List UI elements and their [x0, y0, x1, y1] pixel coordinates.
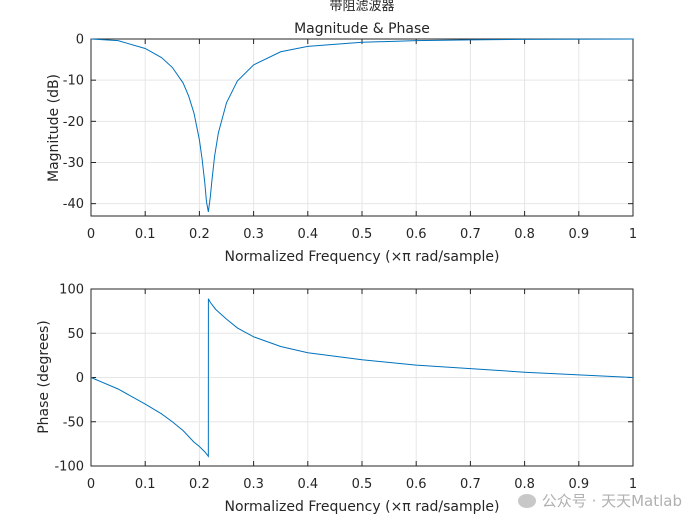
phase-plot: 0 0.1 0.2 0.3 0.4 0.5 0.6 0.7 0.8 0.9 1 -100 -50 0 50… — [36, 283, 637, 516]
phase-y-axis-label: Phase (degrees) — [36, 320, 52, 434]
magnitude-x-tick-label: 0.5 — [352, 227, 373, 242]
phase-y-tick-label: -100 — [54, 460, 84, 475]
phase-x-tick-label: 0.9 — [568, 477, 589, 492]
phase-y-tick-label: -50 — [63, 415, 84, 430]
phase-x-axis-label: Normalized Frequency (×π rad/sample) — [225, 499, 500, 515]
magnitude-plot-title: Magnitude & Phase — [294, 21, 430, 37]
phase-x-tick-label: 1 — [629, 477, 637, 492]
magnitude-x-ticks: 0 0.1 0.2 0.3 0.4 0.5 0.6 0.7 0.8 0.9 1 — [87, 39, 637, 242]
phase-grid — [90, 288, 634, 467]
phase-x-tick-label: 0.3 — [243, 477, 264, 492]
magnitude-y-tick-label: -40 — [63, 197, 84, 212]
magnitude-y-axis-label: Magnitude (dB) — [46, 74, 62, 182]
phase-x-ticks: 0 0.1 0.2 0.3 0.4 0.5 0.6 0.7 0.8 0.9 1 — [87, 289, 637, 492]
phase-x-tick-label: 0.5 — [352, 477, 373, 492]
magnitude-x-tick-label: 0.1 — [135, 227, 156, 242]
magnitude-y-tick-label: -30 — [63, 156, 84, 171]
magnitude-x-tick-label: 0.2 — [189, 227, 210, 242]
magnitude-x-tick-label: 0.7 — [460, 227, 481, 242]
watermark: 公众号 · 天天Matlab — [517, 490, 682, 511]
magnitude-x-axis-label: Normalized Frequency (×π rad/sample) — [225, 249, 500, 265]
phase-y-ticks: -100 -50 0 50 100 — [54, 283, 633, 475]
phase-x-tick-label: 0.4 — [297, 477, 318, 492]
phase-x-tick-label: 0.6 — [406, 477, 427, 492]
magnitude-x-tick-label: 0.6 — [406, 227, 427, 242]
magnitude-x-tick-label: 0.3 — [243, 227, 264, 242]
phase-x-tick-label: 0.8 — [514, 477, 535, 492]
phase-x-tick-label: 0.2 — [189, 477, 210, 492]
magnitude-x-tick-label: 0.9 — [568, 227, 589, 242]
magnitude-x-tick-label: 0 — [87, 227, 95, 242]
magnitude-y-tick-label: -10 — [63, 74, 84, 89]
phase-x-tick-label: 0 — [87, 477, 95, 492]
magnitude-grid — [90, 38, 634, 216]
phase-y-tick-label: 50 — [67, 327, 84, 342]
magnitude-x-tick-label: 0.8 — [514, 227, 535, 242]
phase-y-tick-label: 100 — [59, 283, 84, 298]
watermark-text: 公众号 · 天天Matlab — [541, 492, 682, 510]
magnitude-x-tick-label: 0.4 — [297, 227, 318, 242]
magnitude-x-tick-label: 1 — [629, 227, 637, 242]
magnitude-y-tick-label: 0 — [76, 33, 84, 48]
magnitude-y-tick-label: -20 — [63, 115, 84, 130]
phase-series-line — [90, 298, 634, 458]
magnitude-plot: Magnitude & Phase 0 0.1 0.2 0.3 0.4 0.5 0.6 0.7… — [46, 21, 637, 265]
magnitude-series-line — [90, 38, 634, 212]
phase-y-tick-label: 0 — [76, 371, 84, 386]
figure-title: 带阻滤波器 — [329, 0, 394, 14]
phase-x-tick-label: 0.7 — [460, 477, 481, 492]
wechat-icon — [517, 494, 536, 508]
phase-x-tick-label: 0.1 — [135, 477, 156, 492]
